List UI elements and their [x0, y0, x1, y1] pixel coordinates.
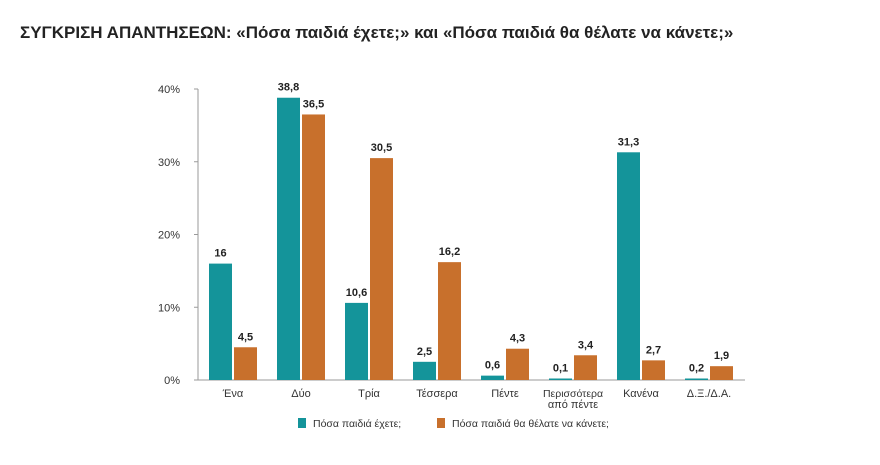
bar [481, 375, 504, 380]
legend-label: Πόσα παιδιά έχετε; [313, 418, 401, 430]
bar [574, 355, 597, 380]
bar [370, 158, 393, 380]
category-label: Περισσότερα [543, 388, 603, 400]
legend-swatch [437, 418, 445, 428]
y-tick-label: 30% [158, 157, 180, 169]
bar [506, 348, 529, 380]
y-tick-label: 0% [164, 375, 180, 387]
category-label: Δ.Ξ./Δ.Α. [687, 388, 731, 400]
data-label: 16,2 [439, 246, 460, 258]
category-label: Δύο [291, 388, 310, 400]
data-label: 0,1 [553, 363, 568, 375]
data-label: 31,3 [618, 136, 639, 148]
legend-swatch [298, 418, 306, 428]
data-label: 4,3 [510, 333, 525, 345]
data-label: 0,2 [689, 363, 704, 375]
data-label: 3,4 [578, 339, 594, 351]
data-label: 0,6 [485, 360, 500, 372]
category-label: Τέσσερα [416, 388, 458, 400]
bar [710, 366, 733, 380]
data-label: 36,5 [303, 98, 324, 110]
data-label: 2,5 [417, 346, 432, 358]
bar [234, 347, 257, 380]
bar [438, 262, 461, 380]
bar [617, 152, 640, 380]
bar [685, 378, 708, 380]
bar [413, 361, 436, 380]
bar [345, 302, 368, 380]
bar [549, 378, 572, 380]
category-label: Κανένα [623, 388, 659, 400]
category-label: από πέντε [548, 399, 598, 411]
bar [209, 263, 232, 380]
y-tick-label: 20% [158, 230, 180, 242]
legend-label: Πόσα παιδιά θα θέλατε να κάνετε; [452, 418, 609, 430]
category-label: Τρία [358, 388, 380, 400]
category-label: Πέντε [491, 388, 519, 400]
data-label: 2,7 [646, 344, 661, 356]
bar [302, 114, 325, 381]
data-label: 1,9 [714, 350, 729, 362]
data-label: 10,6 [346, 287, 367, 299]
y-tick-label: 40% [158, 84, 180, 96]
y-tick-label: 10% [158, 302, 180, 314]
data-label: 38,8 [278, 82, 299, 94]
bar [277, 97, 300, 380]
data-label: 30,5 [371, 142, 392, 154]
bar [642, 360, 665, 380]
data-label: 16 [214, 248, 226, 260]
category-label: Ένα [222, 388, 244, 400]
chart-title: ΣΥΓΚΡΙΣΗ ΑΠΑΝΤΗΣΕΩΝ: «Πόσα παιδιά έχετε;… [20, 23, 734, 42]
data-label: 4,5 [238, 331, 253, 343]
